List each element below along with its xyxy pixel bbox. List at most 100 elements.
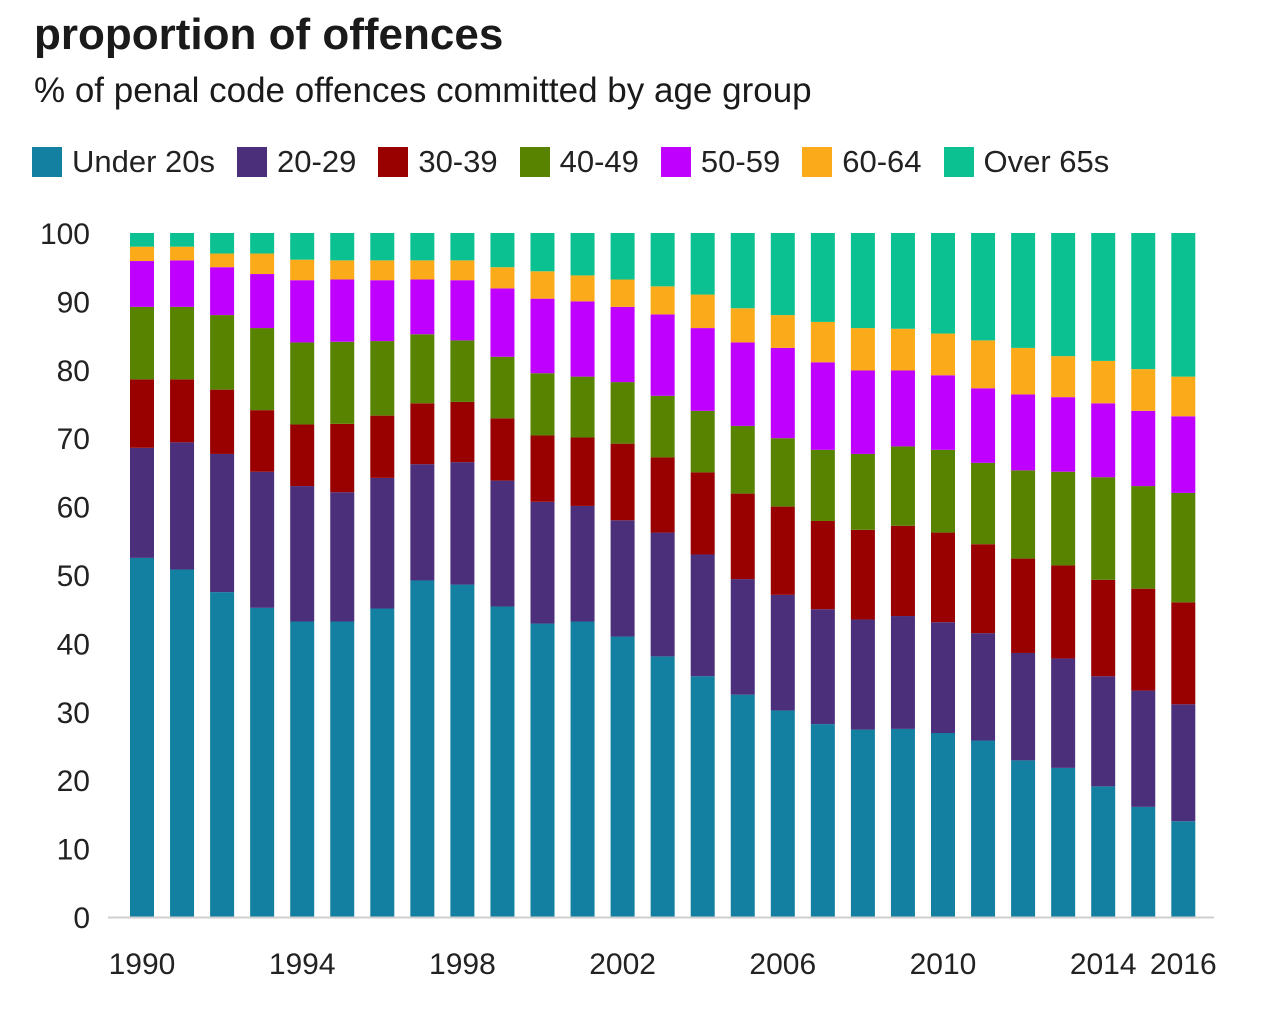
y-tick-label: 0: [73, 902, 90, 935]
y-tick-label: 60: [57, 492, 90, 525]
bar-segment-30-39-2006: [770, 506, 795, 595]
bar-segment-40-49-2009: [890, 446, 915, 526]
bar-segment-under-20s-1993: [250, 607, 275, 917]
bar-stack-2006: [770, 233, 795, 917]
bar-segment-under-20s-1997: [410, 580, 435, 917]
legend-swatch: [378, 147, 409, 177]
bar-segment-60-64-2016: [1171, 376, 1196, 417]
bar-segment-60-64-1994: [290, 259, 315, 281]
bar-stack-2010: [931, 233, 955, 917]
bar-stack-2000: [530, 233, 555, 917]
bar-segment-under-20s-1994: [290, 621, 315, 917]
legend-label: 30-39: [418, 144, 498, 179]
bar-segment-50-59-1994: [290, 280, 315, 343]
x-tick-label-2016: 2016: [1150, 948, 1217, 981]
bar-segment-60-64-1999: [490, 267, 515, 289]
bar-segment-over-65s-2013: [1051, 233, 1076, 357]
bar-segment-60-64-2008: [850, 328, 875, 371]
bar-segment-20-29-1996: [370, 477, 395, 609]
bar-stack-2012: [1011, 233, 1036, 917]
bar-segment-40-49-1995: [330, 341, 355, 424]
bar-segment-over-65s-2014: [1091, 233, 1116, 361]
bar-segment-20-29-2013: [1051, 658, 1076, 768]
x-tick-label-2006: 2006: [749, 948, 816, 981]
bar-segment-20-29-2011: [971, 633, 996, 741]
bar-segment-over-65s-2001: [570, 233, 595, 276]
bar-segment-20-29-2004: [690, 554, 715, 677]
legend-label: Over 65s: [983, 144, 1110, 179]
y-tick-label: 90: [57, 286, 90, 319]
bar-segment-30-39-2004: [690, 472, 715, 555]
bar-segment-30-39-2014: [1091, 579, 1116, 677]
legend-item-50-59: 50-59: [660, 144, 781, 180]
bar-segment-60-64-2003: [650, 286, 675, 315]
bar-stack-1990: [130, 233, 154, 917]
bar-stack-2005: [730, 233, 755, 917]
bar-segment-50-59-1997: [410, 279, 435, 335]
bar-segment-30-39-2011: [971, 544, 996, 634]
y-tick-label: 100: [40, 218, 90, 251]
y-tick-label: 80: [57, 355, 90, 388]
bar-segment-50-59-2006: [770, 347, 795, 439]
bar-segment-60-64-1991: [170, 246, 195, 261]
bar-segment-40-49-2002: [610, 382, 635, 444]
bar-segment-20-29-2005: [730, 579, 755, 695]
bar-segment-60-64-1996: [370, 260, 395, 281]
bar-stack-2015: [1131, 233, 1156, 917]
bar-segment-20-29-1994: [290, 486, 315, 622]
bar-segment-under-20s-2010: [931, 733, 955, 917]
bar-segment-under-20s-2005: [730, 694, 755, 917]
bar-segment-under-20s-2011: [971, 740, 996, 917]
bar-segment-50-59-2015: [1131, 410, 1156, 487]
bar-segment-40-49-1999: [490, 356, 515, 419]
bar-segment-20-29-1992: [210, 453, 235, 593]
bar-segment-20-29-2006: [770, 594, 795, 711]
bar-segment-30-39-2009: [890, 525, 915, 617]
legend: Under 20s 20-29 30-39 40-49 50-59 60-64 Over 6…: [32, 140, 1131, 184]
bar-stack-2008: [850, 233, 875, 917]
bar-segment-50-59-1993: [250, 274, 275, 329]
bar-segment-20-29-2015: [1131, 690, 1156, 807]
bar-stack-1996: [370, 233, 395, 917]
legend-swatch: [237, 147, 268, 177]
bar-segment-under-20s-1999: [490, 606, 515, 917]
legend-swatch: [943, 147, 974, 177]
bar-segment-30-39-2007: [810, 520, 835, 610]
legend-swatch: [660, 147, 691, 177]
bar-segment-50-59-2005: [730, 342, 755, 426]
bar-segment-under-20s-1990: [130, 557, 154, 917]
bar-segment-over-65s-2004: [690, 233, 715, 295]
bar-segment-30-39-2002: [610, 443, 635, 521]
chart-title: proportion of offences: [34, 10, 504, 59]
x-tick-label-1998: 1998: [429, 948, 496, 981]
bar-segment-40-49-2016: [1171, 492, 1196, 603]
bar-segment-40-49-2008: [850, 453, 875, 530]
bar-segment-30-39-2012: [1011, 558, 1036, 653]
bar-segment-30-39-2010: [931, 532, 955, 623]
bar-segment-50-59-1998: [450, 280, 475, 341]
x-tick-label-1994: 1994: [269, 948, 336, 981]
bar-segment-20-29-1990: [130, 447, 154, 558]
bar-stack-2004: [690, 233, 715, 917]
bar-segment-40-49-2003: [650, 395, 675, 458]
legend-label: 50-59: [700, 144, 781, 179]
legend-item-60-64: 60-64: [802, 144, 922, 180]
y-tick-label: 20: [57, 765, 90, 798]
y-tick-label: 40: [57, 628, 90, 661]
bar-segment-40-49-1998: [450, 340, 475, 402]
bar-segment-60-64-2009: [890, 328, 915, 371]
bar-segment-60-64-1993: [250, 253, 275, 275]
x-tick-label-2014: 2014: [1070, 948, 1137, 981]
bar-segment-40-49-2004: [690, 410, 715, 473]
bar-segment-40-49-1993: [250, 328, 275, 411]
bar-segment-50-59-1990: [130, 261, 154, 307]
bar-segment-over-65s-1993: [250, 233, 275, 254]
bar-segment-40-49-1997: [410, 334, 435, 404]
bar-stack-1995: [330, 233, 355, 917]
bar-stack-2011: [971, 233, 996, 917]
bar-segment-over-65s-2016: [1171, 233, 1196, 377]
bar-segment-60-64-2004: [690, 294, 715, 329]
bar-segment-over-65s-1992: [210, 233, 235, 254]
legend-label: 40-49: [559, 144, 639, 179]
bar-segment-60-64-1995: [330, 260, 355, 280]
